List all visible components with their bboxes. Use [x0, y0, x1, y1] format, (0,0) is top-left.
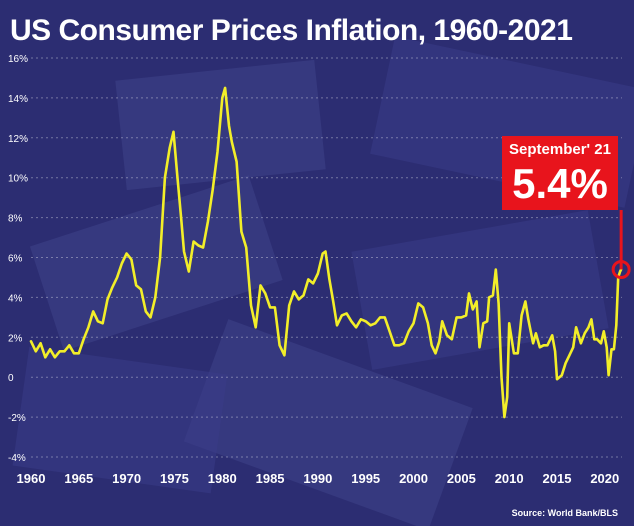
x-tick-label: 1985: [256, 471, 285, 486]
x-tick-label: 2020: [590, 471, 619, 486]
series-layer: [29, 86, 623, 419]
callout-box: [502, 136, 618, 210]
y-tick-label: 12%: [8, 134, 28, 145]
x-tick-label: 2000: [399, 471, 428, 486]
y-tick-label: 0: [8, 373, 14, 384]
callout-value: 5.4%: [512, 160, 608, 207]
x-tick-label: 1975: [160, 471, 189, 486]
x-tick-label: 1965: [64, 471, 93, 486]
y-tick-label: 16%: [8, 54, 28, 65]
x-tick-label: 1995: [351, 471, 380, 486]
x-tick-label: 1970: [112, 471, 141, 486]
callout-label: September' 21: [509, 141, 611, 158]
y-tick-label: -2%: [8, 413, 26, 424]
x-tick-label: 1960: [17, 471, 46, 486]
source-note: Source: World Bank/BLS: [512, 508, 618, 518]
x-tick-label: 2005: [447, 471, 476, 486]
series-line: [29, 86, 623, 419]
y-tick-label: 6%: [8, 254, 23, 265]
x-tick-label: 2010: [495, 471, 524, 486]
callout: September' 21 5.4%: [502, 136, 631, 279]
x-tick-label: 1980: [208, 471, 237, 486]
x-tick-label: 1990: [303, 471, 332, 486]
x-tick-label: 2015: [543, 471, 572, 486]
y-tick-label: 2%: [8, 333, 23, 344]
callout-marker: [611, 259, 631, 279]
y-tick-label: 14%: [8, 94, 28, 105]
y-axis: 16% 14% 12% 10% 8% 6% 4% 2% 0 -2% -4%: [8, 54, 28, 464]
x-axis: 1960 1965 1970 1975 1980 1985 1990 1995 2000 2005…: [17, 471, 620, 486]
y-tick-label: 8%: [8, 214, 23, 225]
y-tick-label: 10%: [8, 174, 28, 185]
chart-title: US Consumer Prices Inflation, 1960-2021: [10, 14, 572, 47]
y-tick-label: -4%: [8, 453, 26, 464]
y-tick-label: 4%: [8, 293, 23, 304]
